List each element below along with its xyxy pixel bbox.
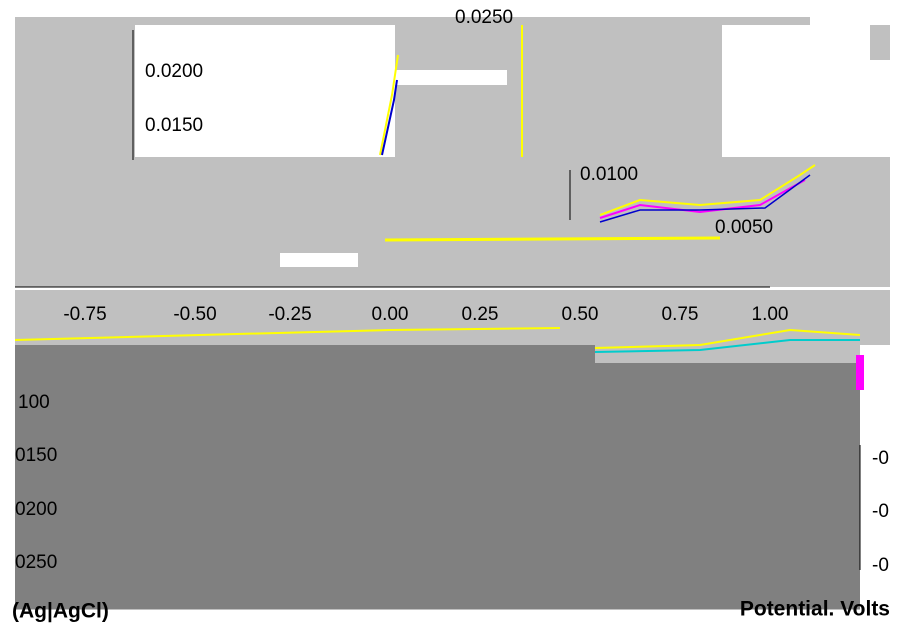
panel-fragment bbox=[870, 25, 890, 60]
top-axis-label: 0.0050 bbox=[715, 217, 773, 238]
panel-white bbox=[135, 25, 395, 160]
panel-white bbox=[722, 25, 867, 160]
panel-white bbox=[395, 70, 507, 85]
page: 0.0250 0.0200 0.0150 0.0100 0.0050 -0.75… bbox=[0, 0, 902, 638]
x-axis-label: 0.75 bbox=[662, 304, 699, 325]
x-axis-label: 0.25 bbox=[462, 304, 499, 325]
lower-axis-label: 100 bbox=[18, 392, 50, 413]
panel-white bbox=[280, 253, 358, 267]
panel-bottom bbox=[15, 345, 860, 610]
x-axis-label: 1.00 bbox=[752, 304, 789, 325]
x-axis-label: 0.50 bbox=[562, 304, 599, 325]
panel-top bbox=[15, 17, 810, 157]
right-fragment: -0 bbox=[872, 448, 889, 469]
trace bbox=[385, 238, 720, 240]
x-axis-label: -0.25 bbox=[268, 304, 311, 325]
axis-title: Potential. Volts bbox=[740, 598, 890, 621]
right-fragment: -0 bbox=[872, 555, 889, 576]
axis-title: (Ag|AgCl) bbox=[12, 600, 109, 623]
lower-axis-label: 0200 bbox=[15, 499, 57, 520]
right-fragment: -0 bbox=[872, 501, 889, 522]
lower-axis-label: 0150 bbox=[15, 445, 57, 466]
x-axis-label: -0.75 bbox=[63, 304, 106, 325]
x-axis-label: 0.00 bbox=[372, 304, 409, 325]
top-axis-label: 0.0100 bbox=[580, 164, 638, 185]
lower-axis-label: 0250 bbox=[15, 552, 57, 573]
top-axis-label: 0.0200 bbox=[145, 61, 203, 82]
screen: 0.0250 0.0200 0.0150 0.0100 0.0050 -0.75… bbox=[0, 0, 902, 638]
top-axis-label: 0.0250 bbox=[455, 7, 513, 28]
x-axis-label: -0.50 bbox=[173, 304, 216, 325]
trace bbox=[856, 355, 864, 390]
top-axis-label: 0.0150 bbox=[145, 115, 203, 136]
